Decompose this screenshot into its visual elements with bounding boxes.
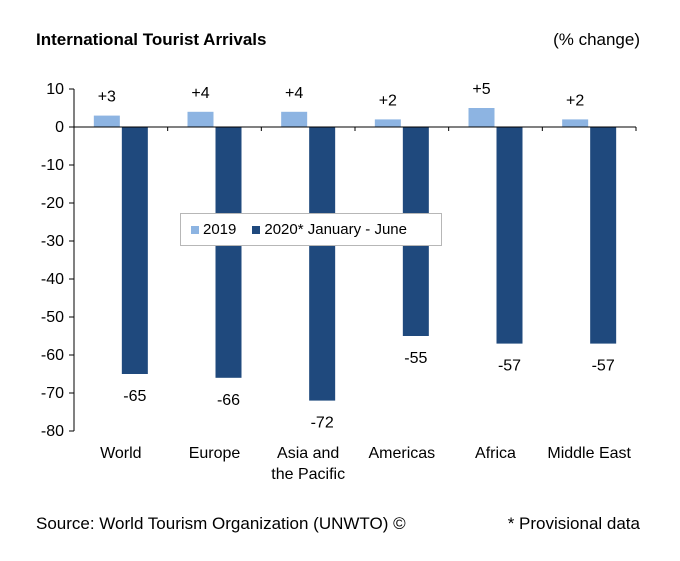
unit-label: (% change)	[553, 30, 640, 49]
source-note: Source: World Tourism Organization (UNWT…	[36, 514, 406, 533]
legend-swatch-2020	[252, 225, 261, 234]
x-category-label: Middle East	[547, 445, 631, 462]
legend-label-2020: 2020* January - June	[264, 221, 407, 238]
bar-2020	[496, 127, 523, 344]
data-label-2019: +3	[98, 89, 116, 106]
data-label-2019: +2	[379, 92, 397, 109]
bar-2020	[590, 127, 617, 344]
data-label-2019: +5	[472, 81, 490, 98]
x-category-label: the Pacific	[271, 466, 345, 483]
legend-item-2019: 2019	[191, 221, 236, 238]
bar-2019	[374, 119, 401, 127]
chart-title: International Tourist Arrivals	[36, 30, 267, 49]
legend-label-2019: 2019	[203, 221, 237, 238]
bar-2019	[468, 108, 495, 127]
x-category-label: Americas	[368, 445, 435, 462]
data-label-2020: -65	[123, 388, 146, 405]
y-tick-label: -10	[41, 157, 64, 174]
y-tick-label: -40	[41, 271, 64, 288]
bar-2019	[562, 119, 589, 127]
y-tick-label: -30	[41, 233, 64, 250]
y-tick-label: -50	[41, 309, 64, 326]
legend: 2019 2020* January - June	[180, 213, 442, 246]
data-label-2019: +2	[566, 92, 584, 109]
data-label-2020: -57	[498, 358, 521, 375]
y-tick-label: -70	[41, 385, 64, 402]
y-tick-label: 10	[46, 81, 64, 98]
data-label-2020: -55	[404, 350, 427, 367]
x-category-label: World	[100, 445, 142, 462]
x-category-label: Africa	[475, 445, 516, 462]
data-label-2019: +4	[285, 85, 303, 102]
footnote: * Provisional data	[507, 514, 640, 533]
legend-swatch-2019	[191, 225, 199, 234]
y-tick-label: -80	[41, 423, 64, 440]
bar-2019	[93, 115, 120, 127]
bar-2020	[215, 127, 242, 378]
data-label-2019: +4	[191, 85, 209, 102]
x-category-label: Asia and	[277, 445, 339, 462]
bar-2020	[121, 127, 148, 374]
bar-chart: 10 0 -10 -20 -30 -40 -50 -60 -70 -80 +3 -65 World +4 -…	[41, 81, 637, 483]
y-tick-label: -20	[41, 195, 64, 212]
data-label-2020: -57	[592, 358, 615, 375]
data-label-2020: -66	[217, 392, 240, 409]
bar-2020	[309, 127, 336, 401]
x-category-label: Europe	[189, 445, 241, 462]
legend-item-2020: 2020* January - June	[252, 221, 407, 238]
data-label-2020: -72	[311, 415, 334, 432]
y-tick-label: -60	[41, 347, 64, 364]
bar-2019	[281, 111, 308, 127]
bar-2019	[187, 111, 214, 127]
y-tick-label: 0	[55, 119, 64, 136]
